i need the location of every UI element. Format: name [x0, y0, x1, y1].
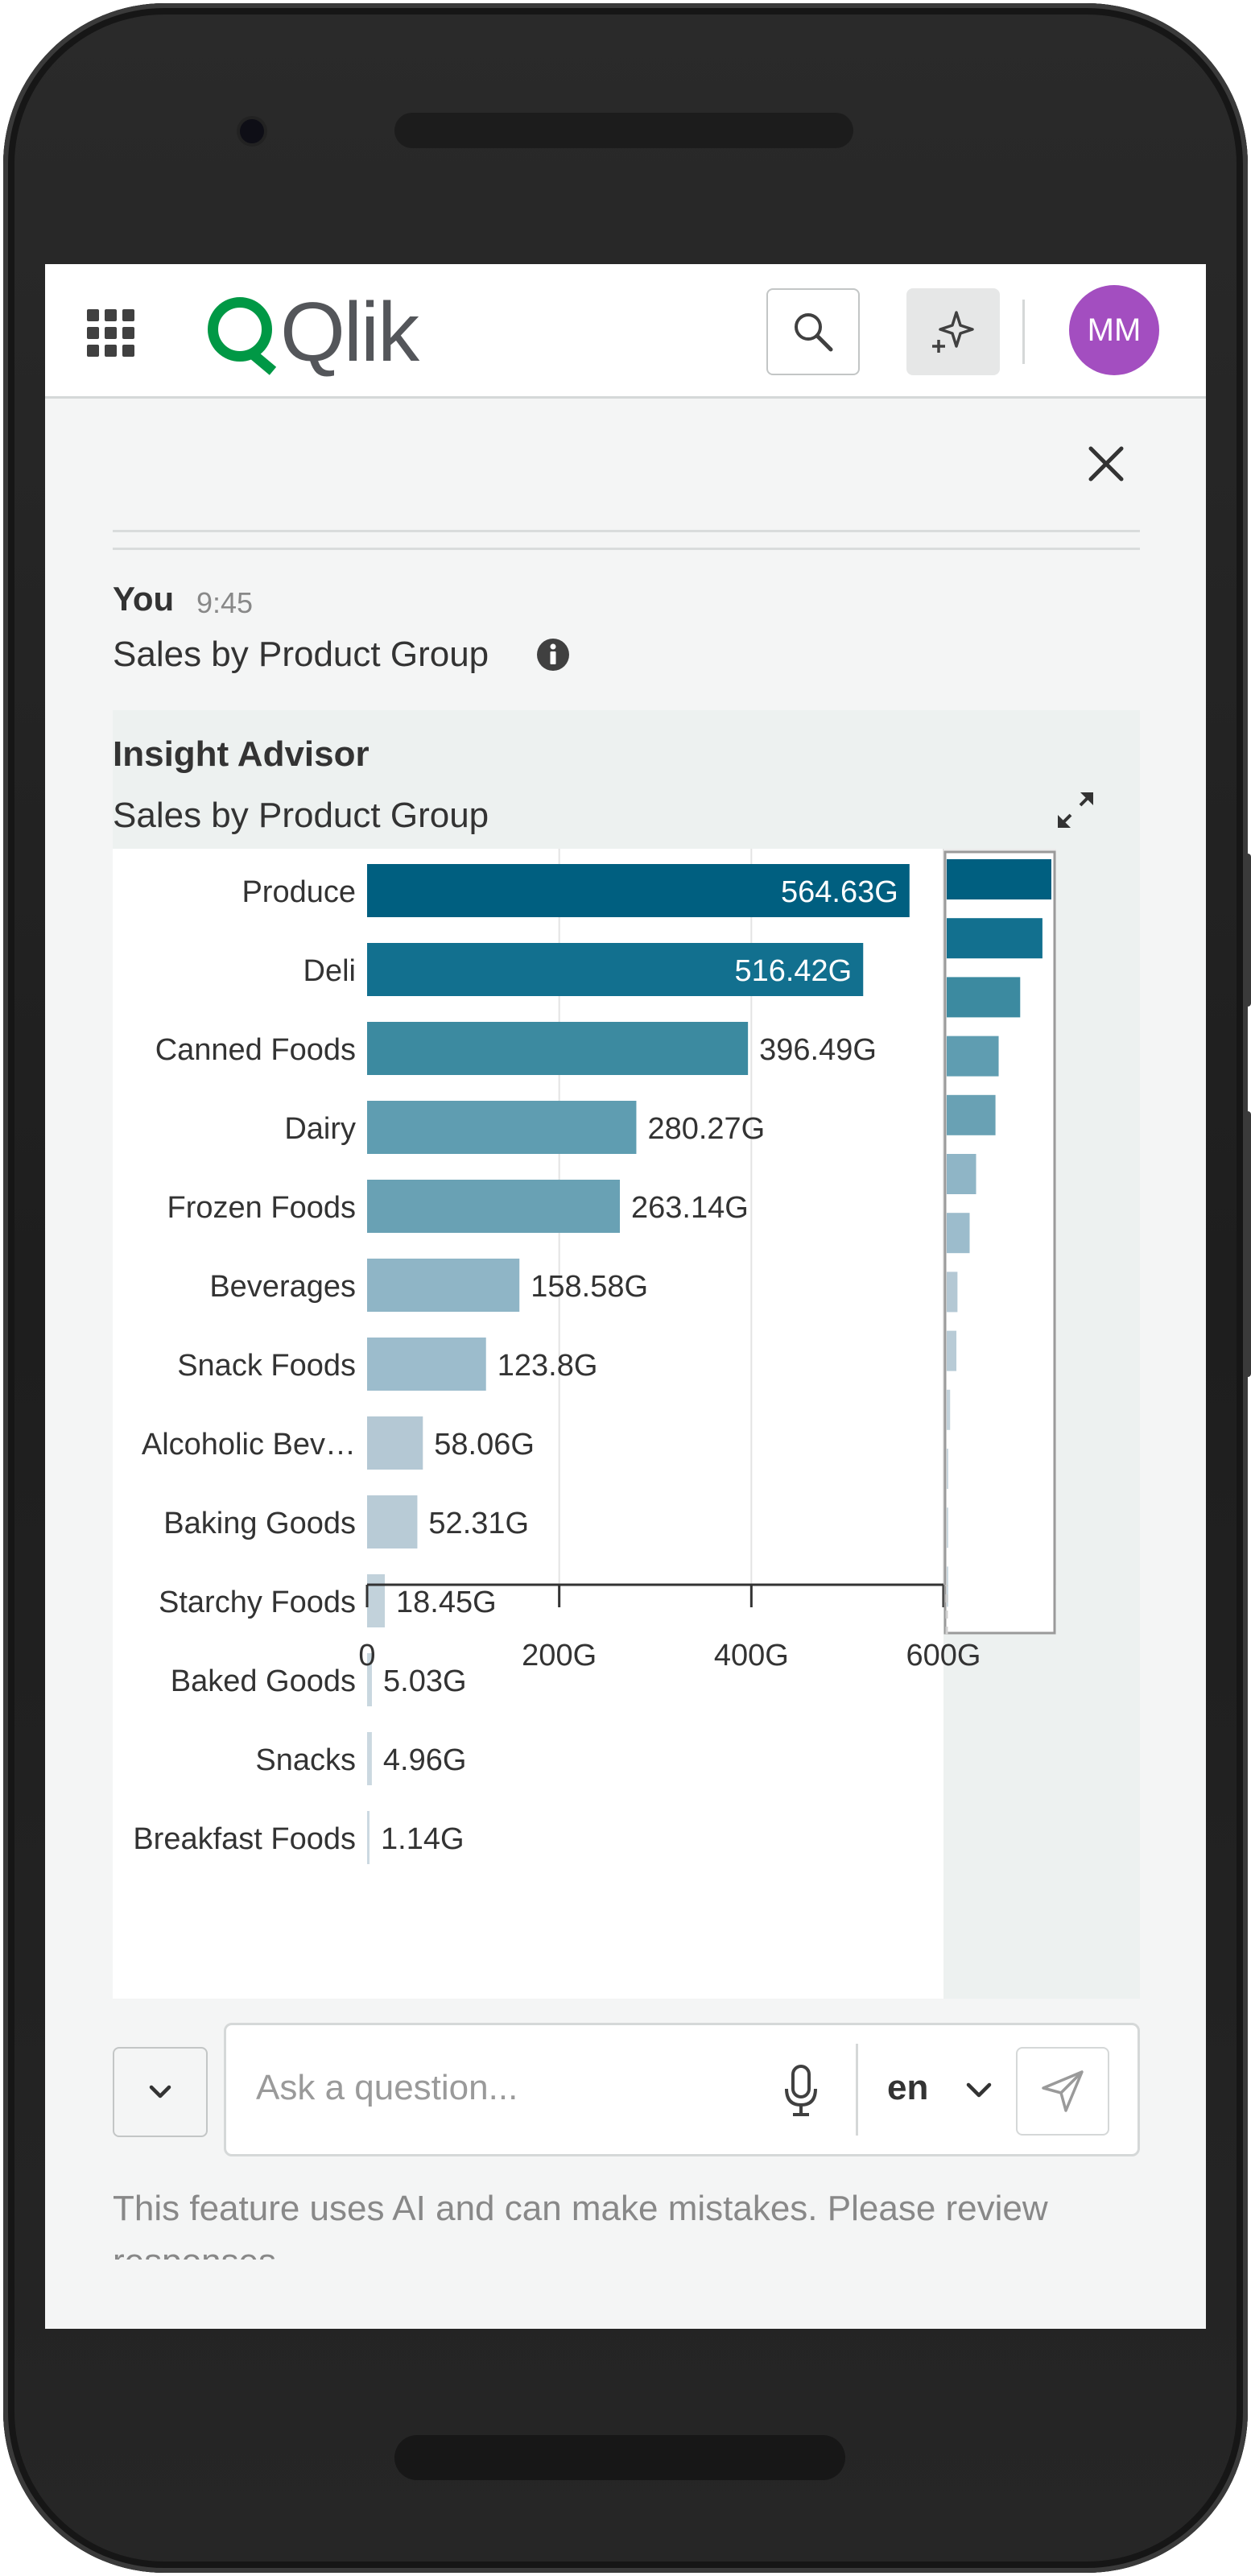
chart-minimap-bar [947, 1566, 948, 1607]
chart-category-label: Baked Goods [171, 1664, 356, 1698]
chart-value-label: 123.8G [498, 1349, 598, 1383]
screen: Qlik MM [45, 264, 1206, 2329]
chart-x-tick-label: 0 [358, 1639, 375, 1673]
chart-value-label: 1.14G [381, 1822, 464, 1856]
chart-bar[interactable] [367, 1101, 637, 1154]
chart-bar[interactable] [367, 1022, 749, 1075]
insight-subtitle: Sales by Product Group [113, 796, 489, 835]
send-button[interactable] [1016, 2047, 1109, 2136]
grid-menu-icon[interactable] [87, 309, 135, 358]
chart-bar[interactable] [367, 1259, 520, 1312]
chart-minimap-bar [947, 859, 1051, 899]
chart-category-label: Deli [303, 954, 356, 988]
chart-value-label: 58.06G [434, 1428, 535, 1462]
dropdown-button[interactable] [113, 2047, 208, 2137]
chart-bar[interactable] [367, 943, 864, 996]
chart-value-label: 280.27G [647, 1112, 765, 1146]
chart-minimap-bar [947, 1094, 996, 1135]
chart-bar[interactable] [367, 1811, 370, 1864]
microphone-icon[interactable] [781, 2063, 821, 2119]
chart-value-label: 18.45G [396, 1586, 497, 1619]
chart-value-label: 516.42G [734, 954, 852, 988]
send-icon [1042, 2070, 1084, 2112]
chart-minimap-bar [947, 1449, 948, 1489]
front-camera [240, 119, 264, 143]
chart-x-tick-label: 200G [522, 1639, 597, 1673]
top-bar: Qlik MM [45, 264, 1206, 399]
bar-chart[interactable]: Produce Deli Canned Foods Dairy Frozen Foods… [113, 849, 1058, 1999]
chart-x-tick-label: 400G [714, 1639, 789, 1673]
divider [113, 548, 1140, 550]
chart-category-label: Canned Foods [155, 1033, 356, 1067]
chart-minimap-bar [947, 1036, 999, 1077]
chart-minimap-bar [947, 1271, 958, 1313]
earpiece-speaker [394, 113, 853, 148]
chart-minimap-bar [947, 1507, 948, 1548]
chart-category-label: Alcoholic Bev… [142, 1428, 356, 1462]
chart-category-label: Starchy Foods [159, 1586, 356, 1619]
chart-bar[interactable] [367, 1338, 486, 1391]
close-button[interactable] [1084, 441, 1129, 486]
language-select[interactable]: en [887, 2068, 929, 2107]
divider [113, 530, 1140, 532]
chart-bar[interactable] [367, 1653, 373, 1706]
message-text: Sales by Product Group [113, 635, 489, 674]
chart-category-label: Breakfast Foods [133, 1822, 356, 1856]
chart-category-label: Dairy [284, 1112, 356, 1146]
chart-category-label: Produce [242, 875, 356, 909]
message-author: You [113, 580, 175, 618]
chart-category-label: Frozen Foods [167, 1191, 356, 1225]
chart-minimap-bar [947, 1330, 957, 1371]
search-icon [795, 313, 833, 352]
logo-mark [204, 292, 285, 375]
chart-minimap-bar [947, 1154, 976, 1194]
message-time: 9:45 [196, 586, 254, 619]
chart-value-label: 52.31G [428, 1507, 529, 1540]
expand-icon[interactable] [1053, 788, 1098, 833]
home-bar [394, 2435, 845, 2480]
chart-bar[interactable] [367, 1416, 423, 1470]
chart-bar[interactable] [367, 1495, 418, 1548]
topbar-divider [1022, 300, 1025, 364]
chart-bar[interactable] [367, 864, 910, 917]
chart-value-label: 5.03G [383, 1664, 467, 1698]
chart-bar[interactable] [367, 1180, 621, 1233]
chart-category-label: Snacks [255, 1743, 356, 1777]
avatar[interactable]: MM [1069, 285, 1159, 375]
chart-minimap-bar [947, 1213, 970, 1254]
search-button[interactable] [766, 288, 860, 375]
chart-minimap-bar [947, 977, 1021, 1018]
sparkle-icon [932, 311, 974, 353]
logo-text: Qlik [280, 286, 419, 379]
info-icon[interactable] [536, 638, 570, 672]
close-icon [1088, 446, 1124, 482]
chart-value-label: 396.49G [759, 1033, 877, 1067]
question-input-box[interactable] [224, 2023, 1140, 2156]
language-chevron-icon[interactable] [963, 2074, 995, 2107]
chart-value-label: 158.58G [531, 1270, 648, 1304]
question-input[interactable]: Ask a question... [256, 2068, 518, 2107]
volume-button [1243, 854, 1251, 1007]
chart-category-label: Baking Goods [163, 1507, 356, 1540]
chart-category-label: Snack Foods [177, 1349, 356, 1383]
chart-category-label: Beverages [209, 1270, 356, 1304]
chart-value-label: 263.14G [631, 1191, 749, 1225]
qlik-logo: Qlik [204, 286, 419, 379]
chart-minimap-bar [947, 918, 1042, 959]
chart-bar[interactable] [367, 1574, 386, 1627]
chevron-down-icon [149, 2085, 171, 2098]
chart-value-label: 4.96G [383, 1743, 467, 1777]
assistant-button[interactable] [906, 288, 1000, 375]
chart-x-tick-label: 600G [906, 1639, 981, 1673]
chart-bar[interactable] [367, 1732, 372, 1785]
power-button [1243, 1111, 1251, 1377]
input-divider [856, 2044, 858, 2136]
chart-minimap-bar [947, 1389, 951, 1430]
chart-value-label: 564.63G [781, 875, 898, 909]
insight-title: Insight Advisor [113, 734, 370, 774]
ai-disclaimer: This feature uses AI and can make mistak… [113, 2189, 1048, 2260]
